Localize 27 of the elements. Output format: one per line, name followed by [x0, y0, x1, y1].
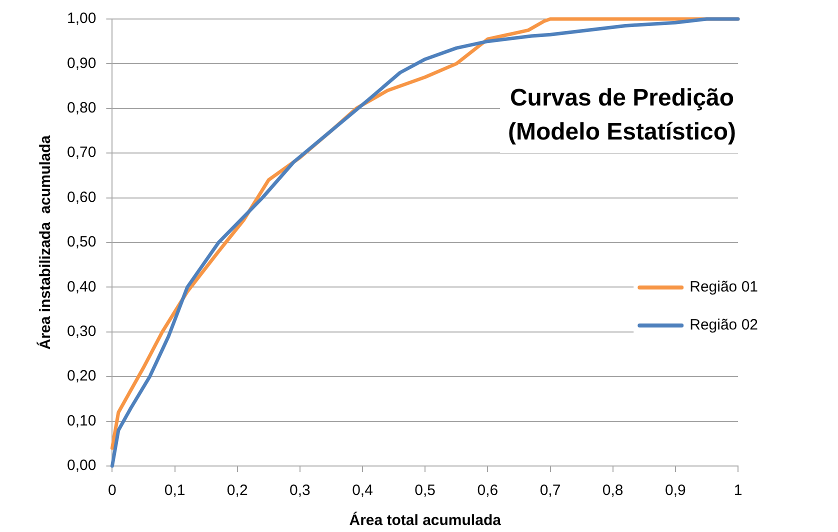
legend-label: Região 01	[690, 278, 758, 296]
y-tick-label: 0,90	[66, 54, 96, 72]
y-tick-label: 0,60	[66, 188, 96, 206]
y-tick-label: 0,20	[66, 368, 96, 385]
y-tick-label: 1,00	[66, 10, 96, 28]
y-tick-label: 0,00	[66, 457, 96, 474]
x-tick-label: 0,1	[164, 482, 186, 500]
legend-label: Região 02	[690, 316, 758, 334]
x-tick-label: 0,2	[226, 482, 248, 500]
x-tick-label: 0	[108, 482, 116, 500]
y-tick-label: 0,40	[66, 278, 96, 296]
x-tick-label: 0,7	[540, 482, 561, 500]
x-tick-label: 0,4	[352, 482, 373, 500]
x-tick-label: 0,9	[664, 482, 686, 500]
x-axis-title: Área total acumulada	[349, 511, 502, 530]
x-tick-label: 0,3	[290, 482, 310, 500]
text: Curvas de Predição (Modelo Estatístico)	[508, 84, 736, 146]
y-tick-label: 0,80	[66, 100, 96, 117]
x-tick-label: 1	[734, 482, 742, 500]
y-tick-label: 0,30	[66, 323, 96, 340]
x-tick-label: 0,6	[477, 482, 498, 500]
y-axis-title: Área instabilizada acumulada	[36, 134, 54, 350]
y-tick-label: 0,10	[66, 412, 96, 430]
y-tick-label: 0,70	[66, 144, 96, 162]
x-tick-label: 0,5	[414, 482, 436, 500]
y-tick-label: 0,50	[66, 234, 96, 251]
x-tick-label: 0,8	[602, 482, 624, 500]
